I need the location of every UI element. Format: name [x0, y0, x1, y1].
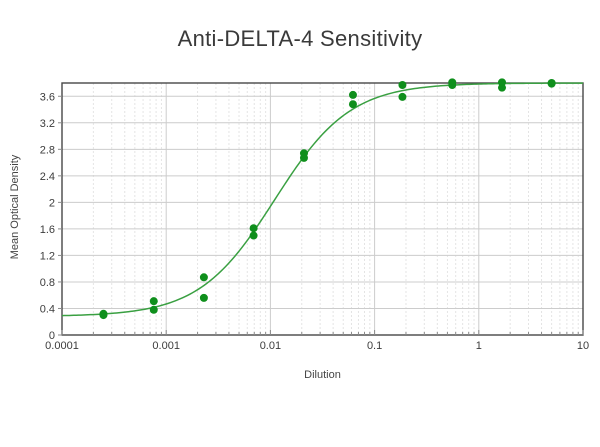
data-point — [547, 79, 556, 87]
x-tick-label: 0.01 — [260, 340, 281, 352]
x-tick-label: 10 — [577, 340, 589, 352]
y-tick-label: 2.4 — [40, 171, 55, 183]
x-tick-label: 0.1 — [367, 340, 382, 352]
y-tick-label: 3.2 — [40, 118, 55, 130]
x-tick-label: 0.001 — [152, 340, 180, 352]
data-point — [348, 90, 357, 99]
data-point — [398, 92, 407, 101]
fit-curve — [61, 82, 583, 317]
y-tick-label: 1.6 — [40, 224, 55, 236]
x-axis-label: Dilution — [304, 369, 341, 381]
data-point — [199, 273, 208, 282]
data-point — [99, 309, 108, 318]
data-point — [249, 231, 258, 240]
x-tick-label: 1 — [476, 340, 482, 352]
data-point — [199, 293, 208, 302]
y-tick-label: 0.4 — [40, 303, 55, 315]
y-tick-label: 2 — [49, 197, 55, 209]
data-point — [398, 80, 407, 89]
y-tick-label: 0 — [49, 330, 55, 342]
data-point — [249, 224, 258, 233]
data-point — [498, 78, 507, 87]
data-point — [149, 305, 158, 314]
data-point — [299, 149, 308, 158]
y-tick-label: 1.2 — [40, 250, 55, 262]
data-point — [348, 100, 357, 109]
chart-title: Anti-DELTA-4 Sensitivity — [177, 26, 423, 51]
data-point — [149, 297, 158, 306]
y-tick-label: 2.8 — [40, 144, 55, 156]
y-tick-label: 0.8 — [40, 277, 55, 289]
plot-frame — [61, 82, 584, 336]
data-point — [448, 78, 457, 87]
y-tick-label: 3.6 — [40, 91, 55, 103]
x-tick-label: 0.0001 — [45, 340, 79, 352]
